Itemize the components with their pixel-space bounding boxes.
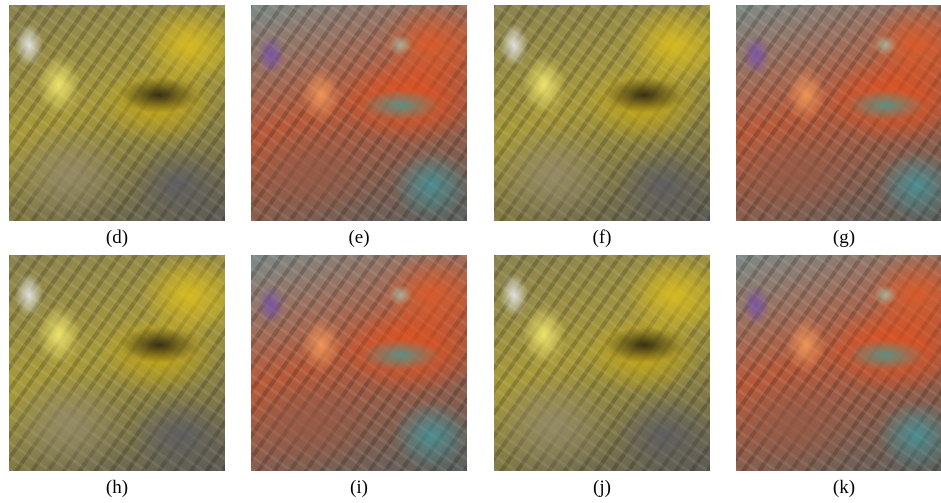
panel-image bbox=[9, 255, 225, 471]
panel-image bbox=[736, 255, 941, 471]
panel-image bbox=[736, 5, 941, 221]
panel: (i) bbox=[251, 255, 467, 471]
panel-image bbox=[494, 5, 710, 221]
panel-label: (i) bbox=[251, 477, 467, 499]
figure: (d)(e)(f)(g)(h)(i)(j)(k) bbox=[0, 0, 941, 503]
panel-label: (e) bbox=[251, 227, 467, 249]
panel: (k) bbox=[736, 255, 941, 471]
panel-label: (d) bbox=[9, 227, 225, 249]
panel-image bbox=[9, 5, 225, 221]
panel-label: (j) bbox=[494, 477, 710, 499]
panel: (f) bbox=[494, 5, 710, 221]
panel-image bbox=[494, 255, 710, 471]
panel: (e) bbox=[251, 5, 467, 221]
panel-label: (g) bbox=[736, 227, 941, 249]
panel: (d) bbox=[9, 5, 225, 221]
panel-image bbox=[251, 5, 467, 221]
panel-label: (k) bbox=[736, 477, 941, 499]
panel-label: (h) bbox=[9, 477, 225, 499]
panel: (j) bbox=[494, 255, 710, 471]
panel-label: (f) bbox=[494, 227, 710, 249]
panel: (h) bbox=[9, 255, 225, 471]
panel: (g) bbox=[736, 5, 941, 221]
panel-image bbox=[251, 255, 467, 471]
